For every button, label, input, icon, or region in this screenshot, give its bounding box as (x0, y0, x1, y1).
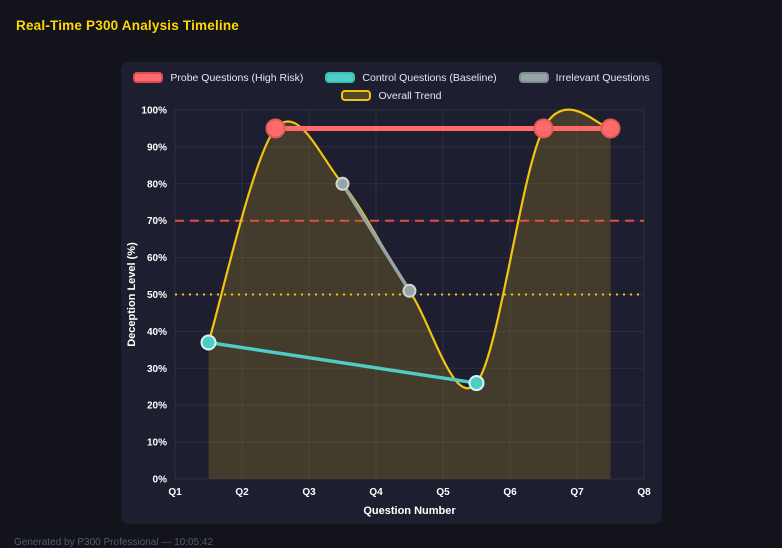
x-tick-label: Q2 (235, 487, 249, 498)
legend-row-1: Probe Questions (High Risk) Control Quest… (121, 70, 662, 85)
data-point-marker (600, 118, 621, 139)
y-tick-label: 60% (147, 253, 167, 264)
timeline-chart: 0% 10% 20% 30% 40% 50% 60% 70% 80% 90% 100% Q1 Q2 Q3 Q… (126, 106, 651, 517)
x-tick-label: Q5 (436, 487, 450, 498)
legend-label: Irrelevant Questions (555, 71, 650, 84)
x-tick-label: Q8 (637, 487, 651, 498)
legend-item: Irrelevant Questions (518, 70, 650, 85)
series-line (206, 340, 479, 385)
legend-item: Overall Trend (341, 88, 442, 103)
y-tick-label: 50% (147, 290, 167, 301)
legend-item: Probe Questions (High Risk) (133, 70, 303, 85)
legend-item: Control Questions (Baseline) (325, 70, 497, 85)
x-tick-label: Q7 (570, 487, 584, 498)
y-tick-label: 90% (147, 142, 167, 153)
legend-swatch (133, 72, 164, 83)
x-tick-label: Q4 (369, 487, 383, 498)
data-point-marker (468, 375, 485, 392)
legend-swatch (518, 72, 549, 83)
legend-label: Control Questions (Baseline) (362, 71, 497, 84)
legend-swatch (341, 90, 372, 101)
x-tick-label: Q3 (302, 487, 316, 498)
y-tick-label: 100% (141, 106, 167, 117)
x-axis-title: Question Number (363, 505, 456, 517)
y-tick-label: 0% (153, 475, 168, 486)
y-tick-label: 30% (147, 364, 167, 375)
y-tick-label: 40% (147, 327, 167, 338)
x-tick-label: Q6 (503, 487, 517, 498)
data-point-marker (200, 334, 217, 351)
footer-caption: Generated by P300 Professional — 10:05:4… (14, 537, 214, 548)
data-point-marker (265, 118, 286, 139)
y-tick-label: 20% (147, 401, 167, 412)
chart-card: Probe Questions (High Risk) Control Quest… (121, 62, 662, 524)
data-point-marker (533, 118, 554, 139)
data-point-marker (335, 176, 350, 191)
y-axis-title: Deception Level (%) (126, 242, 138, 347)
y-tick-label: 10% (147, 438, 167, 449)
x-tick-label: Q1 (168, 487, 182, 498)
series-line (340, 182, 412, 293)
y-tick-label: 70% (147, 216, 167, 227)
y-tick-label: 80% (147, 179, 167, 190)
chart-legend: Probe Questions (High Risk) Control Quest… (121, 62, 662, 103)
legend-label: Overall Trend (378, 89, 442, 102)
legend-swatch (325, 72, 356, 83)
legend-row-2: Overall Trend (121, 88, 662, 103)
data-point-marker (402, 283, 417, 298)
legend-label: Probe Questions (High Risk) (170, 71, 304, 84)
page-title: Real-Time P300 Analysis Timeline (16, 18, 240, 33)
